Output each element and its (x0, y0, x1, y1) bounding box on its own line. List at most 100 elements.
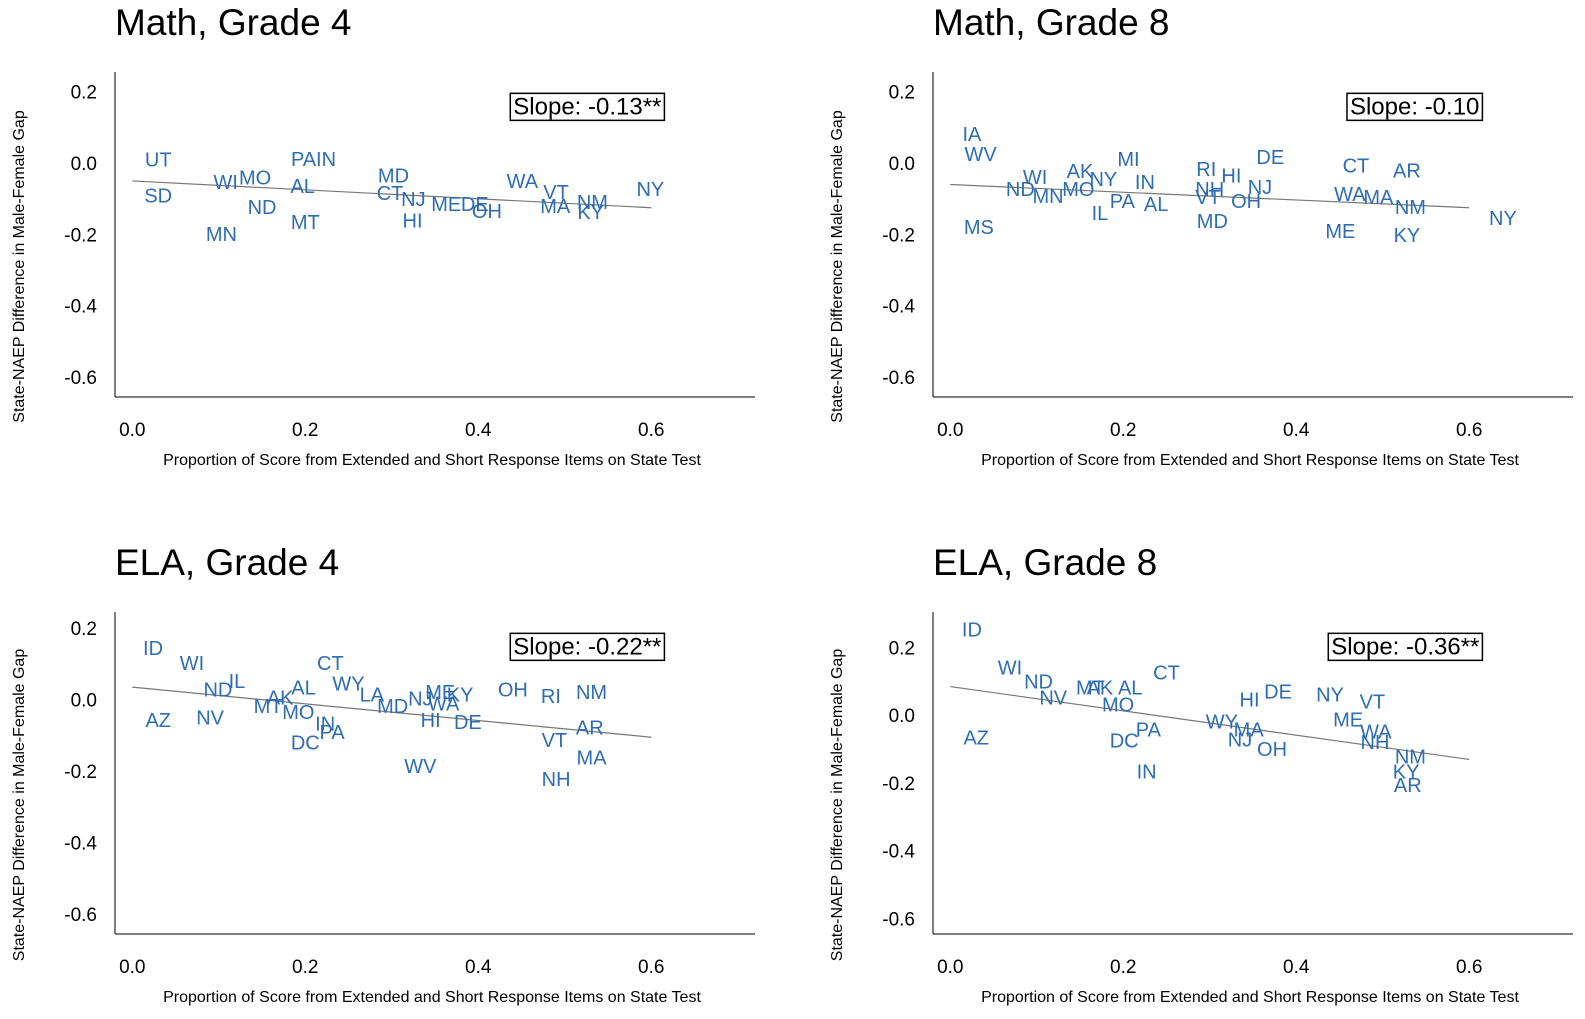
state-point: NY (636, 179, 664, 201)
state-point: CT (377, 183, 404, 205)
x-axis-label: Proportion of Score from Extended and Sh… (163, 989, 701, 1006)
state-point: NV (1039, 687, 1067, 709)
state-point: ME (1333, 709, 1363, 731)
state-point: IA (962, 124, 982, 146)
state-point: PA (1136, 719, 1162, 741)
state-point: CT (1153, 663, 1180, 685)
state-point: MD (1197, 211, 1228, 233)
y-tick-label: 0.0 (889, 706, 915, 727)
slope-annotation: Slope: -0.22** (513, 633, 661, 660)
y-tick-label: 0.0 (71, 690, 97, 711)
state-point: WA (507, 171, 539, 193)
y-axis-label: State-NAEP Difference in Male-Female Gap (829, 649, 846, 962)
state-point: AK (267, 688, 294, 710)
state-point: UT (145, 150, 172, 172)
x-tick-label: 0.0 (119, 957, 145, 978)
state-point: DE (454, 712, 482, 734)
state-point: NY (1316, 684, 1344, 706)
y-axis-label: State-NAEP Difference in Male-Female Gap (11, 649, 28, 962)
x-tick-label: 0.0 (937, 957, 963, 978)
state-point: HI (1221, 165, 1241, 187)
state-point: NM (1395, 197, 1426, 219)
state-point: MA (1363, 187, 1394, 209)
annotation-box (509, 632, 666, 662)
state-point: OH (1257, 739, 1287, 761)
state-point: MN (206, 224, 237, 246)
state-point: ME (431, 194, 461, 216)
state-point: HI (1240, 689, 1260, 711)
state-point: IN (315, 714, 335, 736)
state-point: VT (1360, 691, 1386, 713)
state-point: ME (1325, 221, 1355, 243)
state-point: ND (248, 197, 277, 219)
state-point: IN (316, 149, 336, 171)
y-tick-label: -0.2 (882, 225, 915, 246)
x-tick-label: 0.2 (1110, 957, 1136, 978)
state-point: OH (472, 201, 502, 223)
y-tick-label: -0.4 (882, 297, 915, 318)
state-point: AR (1394, 775, 1422, 797)
state-point: MA (540, 196, 571, 218)
state-point: WV (404, 756, 437, 778)
chart-title: Math, Grade 4 (115, 2, 352, 43)
y-tick-label: -0.2 (64, 762, 97, 783)
state-point: IL (229, 671, 246, 693)
state-point: DE (1264, 681, 1292, 703)
state-point: DE (461, 194, 489, 216)
state-point: RI (1196, 159, 1216, 181)
state-point: MD (377, 696, 408, 718)
state-point: WI (1023, 167, 1047, 189)
state-point: NJ (1248, 177, 1272, 199)
state-point: KY (1393, 761, 1420, 783)
x-tick-label: 0.4 (465, 420, 492, 441)
state-point: VT (543, 182, 569, 204)
state-point: ND (1024, 671, 1053, 693)
state-point: MO (1102, 695, 1134, 717)
state-point: OH (1231, 191, 1261, 213)
state-point: MS (964, 217, 994, 239)
trend-line (132, 180, 652, 209)
trend-line (950, 685, 1470, 761)
y-tick-label: -0.4 (64, 834, 97, 855)
state-point: WY (1206, 711, 1238, 733)
x-tick-label: 0.2 (1110, 420, 1136, 441)
x-tick-label: 0.4 (1283, 957, 1310, 978)
y-tick-label: 0.0 (71, 154, 97, 175)
y-tick-label: 0.2 (71, 82, 97, 103)
x-tick-label: 0.2 (292, 957, 318, 978)
state-point: WI (213, 172, 237, 194)
state-point: MO (282, 702, 314, 724)
state-point: ME (425, 682, 455, 704)
state-point: WV (964, 144, 997, 166)
x-tick-label: 0.6 (638, 957, 664, 978)
y-tick-label: -0.6 (882, 909, 915, 930)
state-point: NY (1489, 208, 1517, 230)
state-point: DC (291, 733, 320, 755)
state-point: NM (576, 682, 607, 704)
state-point: WI (180, 653, 204, 675)
state-point: MD (378, 165, 409, 187)
x-axis-label: Proportion of Score from Extended and Sh… (981, 452, 1519, 469)
state-point: VT (542, 730, 568, 752)
state-point: LA (360, 685, 385, 707)
state-point: NJ (401, 189, 425, 211)
state-point: NM (577, 192, 608, 214)
state-point: WY (332, 674, 364, 696)
x-tick-label: 0.4 (1283, 420, 1310, 441)
state-point: WI (998, 658, 1022, 680)
state-point: CT (1343, 155, 1370, 177)
y-axis-label: State-NAEP Difference in Male-Female Gap (829, 110, 846, 423)
state-point: AL (1144, 194, 1168, 216)
y-tick-label: -0.2 (64, 225, 97, 246)
annotation-box (509, 92, 666, 122)
state-point: NJ (1228, 729, 1252, 751)
state-point: ND (1006, 179, 1035, 201)
y-tick-label: 0.0 (889, 154, 915, 175)
state-point: MO (239, 167, 271, 189)
trend-line (132, 686, 652, 738)
state-point: MA (577, 748, 608, 770)
state-point: VT (1195, 187, 1221, 209)
state-point: AK (1087, 678, 1114, 700)
